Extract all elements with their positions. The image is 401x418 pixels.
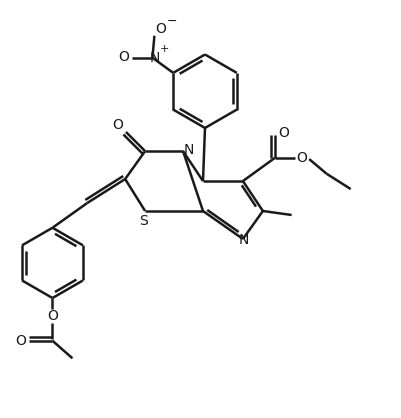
Text: O: O bbox=[296, 151, 307, 165]
Text: N: N bbox=[149, 51, 159, 65]
Text: N: N bbox=[238, 233, 248, 247]
Text: O: O bbox=[155, 22, 166, 36]
Text: O: O bbox=[118, 50, 129, 64]
Text: N: N bbox=[183, 143, 193, 157]
Text: −: − bbox=[167, 15, 177, 28]
Text: O: O bbox=[277, 126, 288, 140]
Text: O: O bbox=[47, 309, 58, 323]
Text: S: S bbox=[138, 214, 147, 228]
Text: O: O bbox=[15, 334, 26, 348]
Text: O: O bbox=[112, 118, 123, 132]
Text: +: + bbox=[159, 44, 169, 54]
